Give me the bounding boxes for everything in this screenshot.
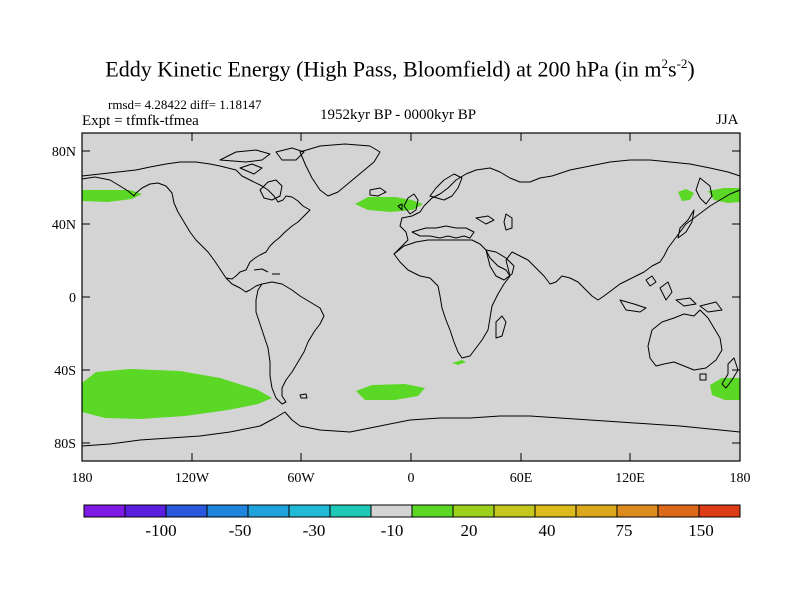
arctic-archipelago	[219, 147, 305, 175]
rmsd-label: rmsd= 4.28422 diff= 1.18147	[108, 97, 262, 112]
iceland-coast	[369, 187, 387, 197]
colorbar-segment	[657, 504, 700, 518]
patch-north-pacific	[82, 190, 142, 202]
latitude-labels: 80N 40N 0 40S 80S	[52, 145, 76, 452]
caribbean-islands	[253, 268, 280, 275]
colorbar	[83, 504, 741, 518]
colorbar-label-minus10: -10	[381, 521, 404, 540]
colorbar-segment	[575, 504, 618, 518]
colorbar-label-40: 40	[539, 521, 556, 540]
southeast-asia-islands	[619, 275, 723, 313]
patch-sea-of-okhotsk	[678, 189, 694, 201]
colorbar-segment	[124, 504, 167, 518]
lon-label-120e: 120E	[615, 471, 645, 486]
patch-kamchatka	[708, 188, 740, 203]
colorbar-segment	[247, 504, 290, 518]
lat-label-80s: 80S	[54, 437, 76, 452]
hudson-bay	[259, 179, 283, 201]
kamchatka-coast	[695, 177, 713, 205]
colorbar-segment	[616, 504, 659, 518]
longitude-labels: 180 120W 60W 0 60E 120E 180	[72, 471, 751, 486]
period-label: 1952kyr BP - 0000kyr BP	[320, 107, 477, 123]
mediterranean	[411, 225, 475, 239]
antarctica-coast	[81, 411, 741, 447]
experiment-label: Expt = tfmfk-tfmea	[82, 113, 199, 129]
colorbar-segment	[493, 504, 536, 518]
colorbar-segment	[452, 504, 495, 518]
lat-label-0: 0	[69, 291, 76, 306]
plot-title: Eddy Kinetic Energy (High Pass, Bloomfie…	[105, 56, 695, 82]
black-caspian-sea	[475, 213, 513, 231]
colorbar-label-minus100: -100	[145, 521, 176, 540]
lat-label-80n: 80N	[52, 145, 76, 160]
lon-label-0: 0	[408, 471, 415, 486]
lat-label-40n: 40N	[52, 218, 76, 233]
colorbar-label-minus30: -30	[303, 521, 326, 540]
season-label: JJA	[716, 112, 739, 128]
asia-coast	[505, 159, 741, 301]
north-america-coast	[81, 161, 311, 280]
colorbar-segment	[411, 504, 454, 518]
colorbar-segment	[534, 504, 577, 518]
lon-label-60e: 60E	[510, 471, 533, 486]
falkland-islands	[299, 393, 308, 399]
lon-label-120w: 120W	[175, 471, 210, 486]
arabian-peninsula	[485, 249, 515, 281]
japan-coast	[677, 209, 695, 239]
colorbar-segment	[83, 504, 126, 518]
europe-coast	[393, 167, 553, 255]
colorbar-segment	[288, 504, 331, 518]
anomaly-patches	[82, 188, 740, 419]
patch-south-pacific	[82, 369, 272, 419]
patch-south-atlantic	[356, 384, 425, 400]
lon-label-180e: 180	[730, 471, 751, 486]
lat-label-40s: 40S	[54, 364, 76, 379]
australia-coast	[647, 309, 723, 371]
central-america-coast	[225, 277, 263, 293]
tasmania-coast	[699, 373, 707, 381]
colorbar-label-150: 150	[688, 521, 714, 540]
colorbar-label-minus50: -50	[229, 521, 252, 540]
colorbar-segment	[698, 504, 741, 518]
africa-coast	[393, 239, 511, 359]
scandinavia-coast	[429, 173, 463, 201]
south-america-coast	[255, 281, 325, 405]
colorbar-segment	[206, 504, 249, 518]
uk-coast	[397, 193, 419, 215]
colorbar-label-20: 20	[461, 521, 478, 540]
lon-label-60w: 60W	[287, 471, 315, 486]
lon-label-180w: 180	[72, 471, 93, 486]
patch-new-zealand	[710, 378, 740, 400]
colorbar-labels: -100 -50 -30 -10 20 40 75 150	[145, 521, 713, 540]
colorbar-segment	[329, 504, 372, 518]
colorbar-segment	[370, 504, 413, 518]
colorbar-label-75: 75	[616, 521, 633, 540]
greenland-coast	[299, 143, 381, 197]
patch-south-africa	[452, 360, 466, 365]
madagascar-coast	[495, 315, 507, 339]
new-zealand-coast	[721, 357, 739, 389]
tick-marks	[81, 133, 741, 461]
colorbar-segment	[165, 504, 208, 518]
coastlines	[81, 143, 741, 447]
